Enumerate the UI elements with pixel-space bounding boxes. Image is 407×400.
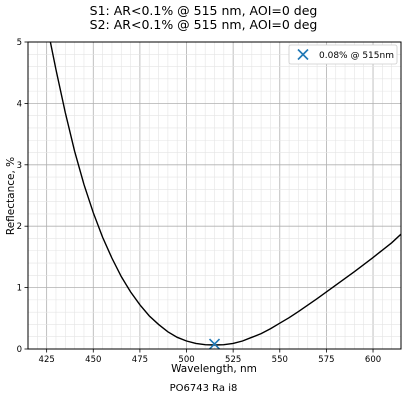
grid bbox=[27, 41, 402, 350]
chart-caption: PO6743 Ra i8 bbox=[169, 383, 238, 394]
chart-title-line-1: S1: AR<0.1% @ 515 nm, AOI=0 deg bbox=[89, 3, 318, 18]
chart-title-line-2: S2: AR<0.1% @ 515 nm, AOI=0 deg bbox=[89, 17, 318, 32]
x-tick-label: 550 bbox=[272, 355, 288, 365]
y-tick-label: 3 bbox=[17, 161, 22, 171]
y-tick-label: 5 bbox=[17, 38, 22, 48]
marker-stroke bbox=[208, 338, 221, 350]
x-tick-label: 425 bbox=[39, 355, 55, 365]
x-tick-label: 525 bbox=[225, 355, 241, 365]
legend-box bbox=[288, 44, 398, 65]
x-tick-label: 575 bbox=[318, 355, 334, 365]
marker-layer bbox=[208, 338, 221, 350]
x-tick-label: 475 bbox=[132, 355, 148, 365]
y-tick-label: 4 bbox=[17, 99, 22, 109]
axes bbox=[27, 41, 402, 350]
y-axis-label: Reflectance, % bbox=[5, 157, 17, 235]
x-axis-label: Wavelength, nm bbox=[171, 363, 257, 375]
y-tick-label: 2 bbox=[17, 222, 22, 232]
x-tick-label: 600 bbox=[365, 355, 381, 365]
legend: 0.08% @ 515nm bbox=[288, 44, 398, 65]
legend-marker-stroke bbox=[297, 48, 309, 61]
plot-frame bbox=[27, 41, 402, 350]
reflectance-curve bbox=[49, 42, 401, 346]
x-tick-label: 500 bbox=[178, 355, 194, 365]
ticks: 425 450 475 500 525 550 575 600 0 1 2 3 4 5 bbox=[17, 38, 382, 365]
legend-label: 0.08% @ 515nm bbox=[319, 51, 394, 61]
x-tick-label: 450 bbox=[85, 355, 101, 365]
y-tick-label: 0 bbox=[17, 345, 22, 355]
min-reflectance-marker bbox=[208, 338, 221, 350]
y-tick-label: 1 bbox=[17, 284, 22, 294]
curve-layer bbox=[49, 42, 401, 346]
